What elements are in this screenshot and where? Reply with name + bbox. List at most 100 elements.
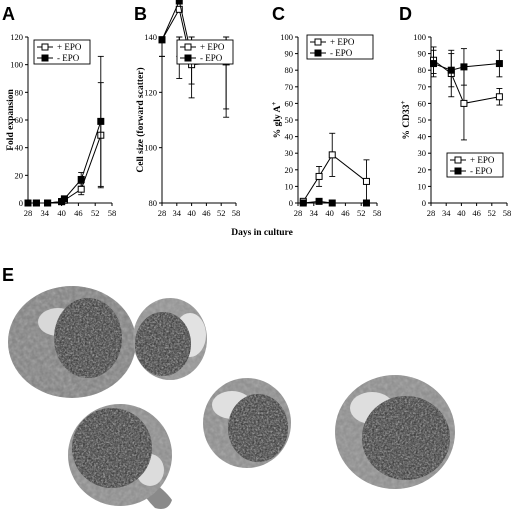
data-point xyxy=(430,60,438,68)
y-tick-label: 10 xyxy=(285,181,294,191)
x-tick-label: 46 xyxy=(202,208,211,218)
chart-panel-c: C 0 10 20 30 40 50 60 70 80 90 100 28 34 40 46 52 58 % gly… xyxy=(270,4,381,218)
x-tick-label: 40 xyxy=(457,208,466,218)
data-point xyxy=(175,5,183,13)
micrograph-cell-3 xyxy=(68,404,172,509)
data-point xyxy=(32,199,40,207)
y-tick-label: 20 xyxy=(285,165,294,175)
panel-letter-c: C xyxy=(272,4,285,24)
y-tick-label: 50 xyxy=(418,115,427,125)
data-point xyxy=(77,175,85,183)
legend-b: + EPO- EPO xyxy=(176,39,234,65)
legend-entry: - EPO xyxy=(330,48,353,58)
series-line xyxy=(303,200,367,204)
data-point xyxy=(447,66,455,74)
y-tick-label: 90 xyxy=(285,49,294,59)
x-tick-label: 52 xyxy=(91,208,100,218)
series-line xyxy=(433,63,500,71)
x-tick-label: 52 xyxy=(357,208,366,218)
y-tick-label: 20 xyxy=(418,165,427,175)
panel-letter-b: B xyxy=(134,4,147,24)
data-point xyxy=(495,60,503,68)
legend-swatch-marker xyxy=(184,43,192,51)
data-point xyxy=(97,117,105,125)
y-tick-label: 30 xyxy=(285,148,294,158)
data-point xyxy=(460,99,468,107)
series-plus-epo xyxy=(299,132,370,205)
y-tick-label: 0 xyxy=(422,198,426,208)
legend-d: + EPO- EPO xyxy=(446,152,504,178)
legend-swatch-marker xyxy=(454,156,462,164)
data-point xyxy=(460,63,468,71)
data-point xyxy=(60,195,68,203)
x-tick-label: 34 xyxy=(310,208,319,218)
y-tick-label: 40 xyxy=(15,143,24,153)
series-line xyxy=(28,121,102,204)
chart-panel-a: A 0 20 40 60 80 100 120 28 34 40 46 52 58 Fold expansi… xyxy=(2,4,116,218)
data-point xyxy=(77,185,85,193)
legend-entry: - EPO xyxy=(57,53,80,63)
data-point xyxy=(328,199,336,207)
y-axis-label-b: Cell size (forward scatter) xyxy=(135,67,146,172)
y-tick-label: 0 xyxy=(19,198,23,208)
panel-letter-a: A xyxy=(2,4,15,24)
x-tick-label: 28 xyxy=(158,208,167,218)
micrograph-panel-e: E xyxy=(2,265,455,509)
y-tick-label: 80 xyxy=(149,198,158,208)
y-tick-label: 90 xyxy=(418,49,427,59)
x-tick-label: 58 xyxy=(503,208,512,218)
y-tick-label: 0 xyxy=(289,198,293,208)
series-minus-epo xyxy=(24,55,105,207)
series-minus-epo xyxy=(299,197,370,207)
y-tick-label: 10 xyxy=(418,181,427,191)
y-tick-label: 80 xyxy=(418,65,427,75)
x-tick-label: 46 xyxy=(74,208,83,218)
y-tick-label: 60 xyxy=(285,98,294,108)
x-tick-label: 40 xyxy=(325,208,334,218)
y-tick-label: 120 xyxy=(144,87,157,97)
series-plus-epo xyxy=(430,46,503,141)
series-minus-epo xyxy=(430,48,503,88)
y-tick-label: 100 xyxy=(10,60,23,70)
micrograph-cell-2 xyxy=(133,298,207,380)
data-point xyxy=(362,177,370,185)
legend-swatch-marker xyxy=(454,167,462,175)
chart-panel-b: B 80 100 120 140 28 34 40 46 52 58 Cell size (forwa… xyxy=(134,0,240,218)
legend-swatch-marker xyxy=(314,38,322,46)
micrograph-cell-1 xyxy=(8,286,136,398)
series-line xyxy=(302,154,367,202)
series-line xyxy=(28,135,102,204)
x-tick-label: 34 xyxy=(173,208,182,218)
data-point xyxy=(175,0,183,5)
legend-a: + EPO- EPO xyxy=(33,39,91,65)
legend-entry: + EPO xyxy=(470,155,495,165)
series-plus-epo xyxy=(24,82,105,207)
data-point xyxy=(328,151,336,159)
legend-swatch-marker xyxy=(41,54,49,62)
y-tick-label: 100 xyxy=(144,143,157,153)
y-tick-label: 70 xyxy=(418,82,427,92)
y-tick-label: 20 xyxy=(15,170,24,180)
y-tick-label: 60 xyxy=(15,115,24,125)
x-tick-label: 52 xyxy=(488,208,497,218)
legend-entry: + EPO xyxy=(200,42,225,52)
data-point xyxy=(299,199,307,207)
y-axis-label-a: Fold expansion xyxy=(6,89,16,151)
y-axis-label-c: % gly A+ xyxy=(270,102,283,139)
x-tick-label: 28 xyxy=(427,208,436,218)
x-tick-label: 34 xyxy=(41,208,50,218)
data-point xyxy=(315,197,323,205)
chart-panel-d: D 0 10 20 30 40 50 60 70 80 90 100 28 34 40 46 52 58 % CD3… xyxy=(399,4,511,218)
y-tick-label: 80 xyxy=(285,65,294,75)
legend-entry: + EPO xyxy=(330,37,355,47)
legend-swatch-marker xyxy=(314,49,322,57)
y-tick-label: 100 xyxy=(280,32,293,42)
y-tick-label: 40 xyxy=(418,132,427,142)
data-point xyxy=(158,36,166,44)
y-tick-label: 120 xyxy=(10,32,23,42)
y-tick-label: 40 xyxy=(285,132,294,142)
micrograph-cell-4 xyxy=(203,378,291,468)
x-tick-label: 34 xyxy=(442,208,451,218)
